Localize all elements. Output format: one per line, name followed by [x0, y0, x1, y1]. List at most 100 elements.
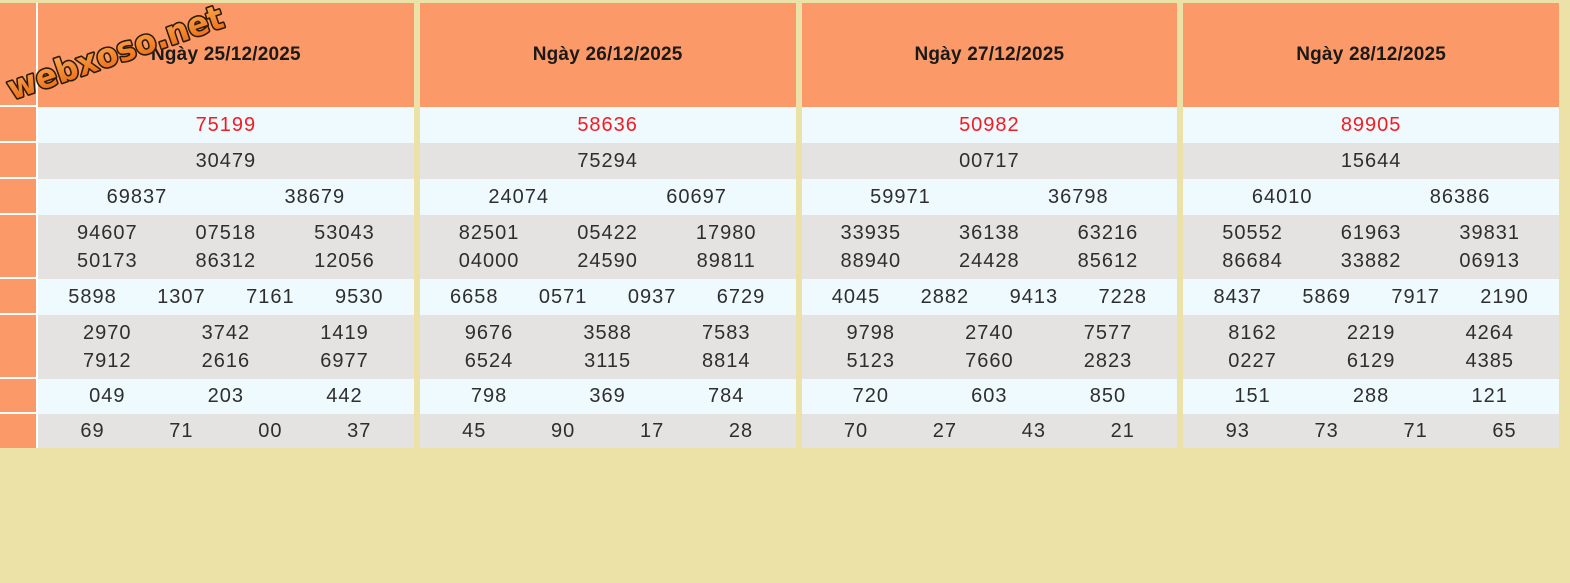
result-number: 37: [347, 419, 372, 442]
result-number: 71: [169, 419, 194, 442]
result-line: 30479: [48, 147, 404, 175]
result-number: 50982: [959, 113, 1020, 136]
result-number: 603: [971, 385, 1008, 407]
result-number: 8814: [701, 349, 751, 372]
result-number: 93: [1225, 419, 1250, 442]
result-number: 58636: [577, 113, 638, 136]
date-header: Ngày 26/12/2025: [419, 3, 796, 107]
result-number: 36798: [1048, 185, 1109, 208]
label-cell: [0, 179, 36, 215]
prize-row-7: 720 603 850: [801, 379, 1178, 414]
result-number: 33882: [1340, 249, 1402, 272]
prize-row-2: 00717: [801, 143, 1178, 179]
result-number: 86386: [1429, 185, 1491, 208]
result-line: 94607 07518 53043: [48, 219, 404, 247]
prize-row-6: 9798 2740 7577 5123 7660 2823: [801, 315, 1178, 379]
result-number: 288: [1352, 385, 1390, 407]
result-number: 8437: [1213, 285, 1262, 308]
result-number: 04000: [458, 249, 520, 272]
result-number: 89811: [696, 249, 756, 272]
prize-row-6: 2970 3742 1419 7912 2616 6977: [38, 315, 414, 379]
prize-row-8: 70 27 43 21: [801, 414, 1178, 448]
result-line: 33935 36138 63216: [812, 219, 1168, 247]
label-cell: [0, 379, 36, 414]
prize-row-3: 59971 36798: [801, 179, 1178, 215]
prize-row-5: 4045 2882 9413 7228: [801, 279, 1178, 315]
result-number: 784: [708, 385, 745, 407]
result-number: 1307: [157, 285, 206, 308]
result-number: 6524: [464, 349, 514, 372]
prize-row-3: 24074 60697: [419, 179, 796, 215]
result-number: 17: [639, 419, 665, 442]
result-number: 9530: [335, 285, 384, 308]
day-column-1: Ngày 25/12/2025 75199 30479 69837 38679 94607…: [38, 3, 414, 448]
result-number: 2882: [920, 285, 970, 308]
result-number: 7228: [1098, 285, 1148, 308]
result-line: 93 73 71 65: [1193, 417, 1549, 445]
result-number: 07518: [195, 221, 257, 244]
prize-label-column: [0, 3, 38, 448]
result-number: 00717: [959, 149, 1020, 172]
result-number: 9413: [1009, 285, 1059, 308]
label-cell: [0, 279, 36, 315]
result-line: 75294: [430, 147, 786, 175]
result-number: 24428: [959, 249, 1020, 272]
result-number: 65: [1492, 419, 1517, 442]
result-number: 7917: [1391, 285, 1440, 308]
result-number: 850: [1089, 385, 1127, 407]
result-number: 27: [932, 419, 958, 442]
result-line: 75199: [48, 111, 404, 139]
prize-row-3: 64010 86386: [1183, 179, 1559, 215]
prize-row-1: 75199: [38, 107, 414, 143]
result-number: 8162: [1228, 321, 1277, 344]
result-number: 69837: [106, 185, 168, 208]
result-line: 15644: [1193, 147, 1549, 175]
label-header-cell: [0, 3, 36, 107]
result-number: 0227: [1228, 349, 1277, 372]
prize-row-4: 33935 36138 63216 88940 24428 85612: [801, 215, 1178, 279]
result-number: 5123: [846, 349, 896, 372]
result-number: 64010: [1251, 185, 1313, 208]
label-cell: [0, 107, 36, 143]
prize-row-5: 5898 1307 7161 9530: [38, 279, 414, 315]
result-number: 85612: [1077, 249, 1139, 272]
result-line: 7912 2616 6977: [48, 347, 404, 375]
result-number: 71: [1403, 419, 1428, 442]
result-number: 7161: [246, 285, 295, 308]
result-line: 86684 33882 06913: [1193, 247, 1549, 275]
prize-row-5: 6658 0571 0937 6729: [419, 279, 796, 315]
result-line: 8437 5869 7917 2190: [1193, 283, 1549, 311]
result-line: 2970 3742 1419: [48, 319, 404, 347]
result-number: 21: [1110, 419, 1135, 442]
result-line: 9798 2740 7577: [812, 319, 1168, 347]
result-line: 82501 05422 17980: [430, 219, 786, 247]
prize-row-8: 45 90 17 28: [419, 414, 796, 448]
prize-row-7: 798 369 784: [419, 379, 796, 414]
result-number: 4264: [1465, 321, 1514, 344]
result-number: 1419: [320, 321, 369, 344]
result-number: 151: [1234, 385, 1271, 407]
result-number: 6729: [716, 285, 766, 308]
result-number: 30479: [195, 149, 257, 172]
day-column-3: Ngày 27/12/2025 50982 00717 59971 36798 33935…: [801, 3, 1178, 448]
result-number: 7577: [1083, 321, 1133, 344]
result-number: 7660: [965, 349, 1014, 372]
result-number: 61963: [1340, 221, 1402, 244]
result-number: 0937: [627, 285, 677, 308]
result-number: 86312: [195, 249, 257, 272]
prize-row-6: 8162 2219 4264 0227 6129 4385: [1183, 315, 1559, 379]
result-number: 89905: [1340, 113, 1402, 136]
result-line: 69837 38679: [48, 183, 404, 211]
day-column-2: Ngày 26/12/2025 58636 75294 24074 60697 82501…: [419, 3, 796, 448]
result-line: 798 369 784: [430, 383, 786, 411]
result-line: 049 203 442: [48, 383, 404, 411]
result-number: 2616: [201, 349, 251, 372]
result-line: 64010 86386: [1193, 183, 1549, 211]
result-number: 00: [258, 419, 283, 442]
result-number: 2740: [965, 321, 1014, 344]
label-cell: [0, 315, 36, 379]
result-number: 9676: [464, 321, 514, 344]
prize-row-2: 75294: [419, 143, 796, 179]
prize-row-3: 69837 38679: [38, 179, 414, 215]
prize-row-8: 69 71 00 37: [38, 414, 414, 448]
